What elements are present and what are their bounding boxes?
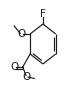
Text: F: F (40, 9, 46, 19)
Text: O: O (17, 29, 26, 39)
Text: O: O (23, 72, 31, 82)
Text: O: O (10, 62, 19, 72)
